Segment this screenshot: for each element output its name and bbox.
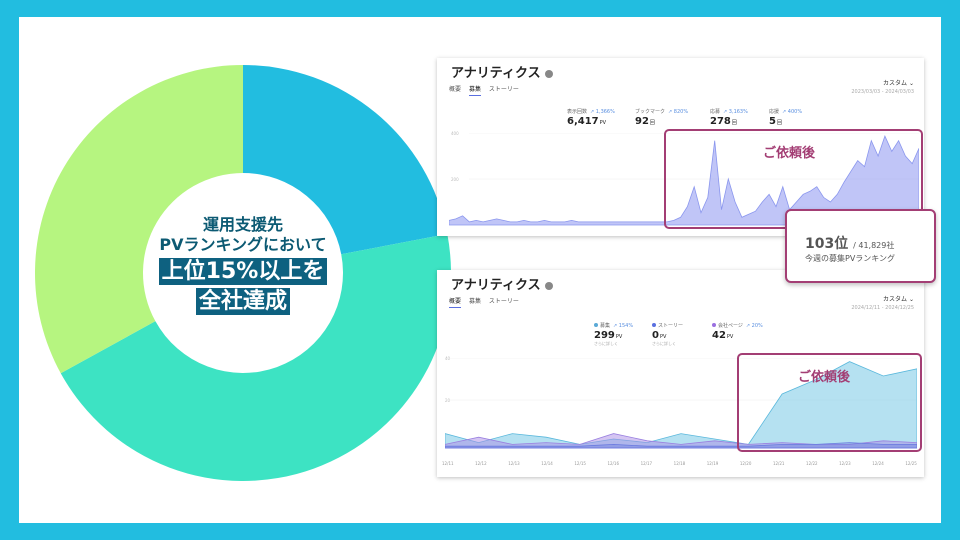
date-range-text: 2023/03/03 - 2024/03/03	[851, 89, 914, 95]
stat-applications: 応募 ↗ 3,163% 278回	[710, 109, 748, 127]
x-tick: 12/13	[508, 461, 520, 466]
analytics-panel-top: アナリティクス 概要 募集 ストーリー カスタム ⌄ 2023/03/03 - …	[437, 58, 924, 236]
stat-support: 応援 ↗ 400% 5回	[769, 109, 803, 127]
panel-top-tabs: 概要 募集 ストーリー	[449, 84, 525, 96]
stat-views: 表示回数 ↗ 1,366% 6,417PV	[567, 109, 615, 127]
x-tick: 12/14	[541, 461, 553, 466]
donut-svg	[34, 65, 451, 482]
tab-overview[interactable]: 概要	[449, 86, 462, 93]
x-axis-ticks: 12/11 12/12 12/13 12/14 12/15 12/16 12/17 12/18…	[442, 461, 917, 466]
chevron-down-icon: ⌄	[908, 80, 914, 87]
x-tick: 12/24	[872, 461, 884, 466]
tab-overview[interactable]: 概要	[449, 298, 462, 308]
date-range-text: 2024/12/11 - 2024/12/25	[851, 305, 914, 311]
legend-dot	[712, 323, 716, 327]
donut-slice-blue	[243, 65, 448, 255]
x-tick: 12/25	[905, 461, 917, 466]
stat-bookmarks: ブックマーク ↗ 820% 92回	[635, 109, 689, 127]
legend-dot	[594, 323, 598, 327]
donut-chart: 運用支援先 PVランキングにおいて 上位15%以上を 全社達成	[33, 63, 453, 483]
x-tick: 12/16	[607, 461, 619, 466]
x-tick: 12/17	[640, 461, 653, 466]
donut-slice-green	[34, 65, 244, 374]
donut-slice-teal	[60, 234, 451, 482]
tab-story[interactable]: ストーリー	[488, 86, 519, 93]
info-icon	[544, 69, 553, 78]
donut-center-text: 運用支援先 PVランキングにおいて 上位15%以上を 全社達成	[153, 215, 333, 315]
x-tick: 12/15	[574, 461, 586, 466]
info-icon	[544, 281, 553, 290]
rank-caption: 今週の募集PVランキング	[805, 254, 896, 263]
top-area-chart	[449, 133, 919, 226]
bottom-area-chart	[445, 358, 917, 449]
rank-value: 103位 / 41,829社	[805, 236, 895, 252]
bottom-area-company	[445, 442, 917, 449]
donut-highlight2: 全社達成	[195, 288, 290, 315]
callout-text-top: ご依頼後	[763, 146, 816, 161]
y-tick: 40	[445, 356, 451, 361]
donut-text-line2: PVランキングにおいて	[159, 235, 327, 254]
tab-story[interactable]: ストーリー	[488, 298, 519, 305]
bottom-area-recruit	[445, 361, 917, 449]
callout-text-bottom: ご依頼後	[798, 370, 851, 385]
stat-company-page: 会社ページ ↗ 20% 42PV	[712, 323, 763, 341]
panel-top-title: アナリティクス	[451, 62, 553, 81]
x-tick: 12/19	[706, 461, 719, 466]
x-tick: 12/21	[772, 461, 785, 466]
legend-dot	[652, 323, 656, 327]
callout-after-request-bottom	[737, 353, 922, 452]
donut-highlight1: 上位15%以上を	[158, 258, 328, 285]
y-tick: 400	[451, 131, 459, 136]
x-tick: 12/22	[806, 461, 818, 466]
stat-recruit: 募集 ↗ 154% 299PV さらに詳しく	[594, 323, 634, 346]
x-tick: 12/11	[442, 461, 454, 466]
x-tick: 12/20	[739, 461, 752, 466]
tab-recruit[interactable]: 募集	[468, 298, 481, 305]
y-tick: 200	[451, 177, 459, 182]
date-range-select[interactable]: カスタム ⌄ 2024/12/11 - 2024/12/25	[851, 296, 914, 311]
tab-recruit[interactable]: 募集	[468, 86, 481, 96]
panel-bot-tabs: 概要 募集 ストーリー	[449, 296, 525, 308]
x-tick: 12/23	[839, 461, 851, 466]
stat-story: ストーリー 0PV さらに詳しく	[652, 323, 684, 346]
top-area-series	[449, 135, 919, 226]
panel-bot-title: アナリティクス	[451, 274, 553, 293]
donut-text-line1: 運用支援先	[202, 215, 283, 234]
chevron-down-icon: ⌄	[908, 296, 914, 303]
date-range-select[interactable]: カスタム ⌄ 2023/03/03 - 2024/03/03	[851, 80, 914, 95]
analytics-panel-bottom: アナリティクス 概要 募集 ストーリー カスタム ⌄ 2024/12/11 - …	[437, 270, 924, 477]
y-tick: 20	[445, 398, 451, 403]
x-tick: 12/18	[673, 461, 686, 466]
ranking-box: 103位 / 41,829社 今週の募集PVランキング	[785, 209, 936, 283]
x-tick: 12/12	[475, 461, 487, 466]
